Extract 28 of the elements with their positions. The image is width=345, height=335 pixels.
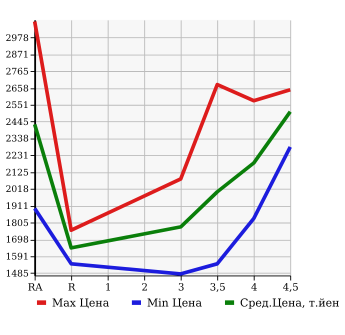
y-tick-label: 2871 [6, 50, 29, 61]
y-tick-label: 1698 [6, 236, 29, 246]
x-tick-label: R [68, 282, 76, 294]
y-tick-label: 2338 [6, 134, 29, 145]
y-tick-label: 2018 [6, 185, 29, 196]
y-tick-label: 1805 [6, 218, 29, 229]
x-tick-label: 2 [141, 282, 148, 294]
y-tick-label: 2551 [6, 101, 29, 112]
y-tick-label: 1591 [6, 252, 29, 263]
line-series [32, 110, 292, 250]
x-tick-label: 4,5 [282, 282, 299, 294]
x-tick-label: 3 [178, 282, 184, 294]
y-tick-label: 2445 [6, 118, 29, 128]
y-tick-label: 2125 [6, 168, 29, 178]
y-tick-label: 2765 [6, 67, 29, 78]
y-tick-label: 2978 [6, 34, 29, 44]
legend-label: Max Цена [52, 296, 110, 310]
y-tick-label: 2658 [6, 84, 29, 94]
legend-label: Сред.Цена, т.йен [240, 296, 340, 310]
y-tick-label: 1485 [6, 269, 29, 280]
x-tick-label: 3,5 [210, 282, 226, 294]
legend-label: Min Цена [146, 296, 202, 310]
line-series [32, 20, 292, 232]
y-tick-label: 1911 [6, 202, 29, 212]
x-tick-label: 1 [104, 282, 112, 294]
x-tick-label: 4 [251, 282, 258, 294]
y-tick-label: 2231 [6, 152, 29, 162]
x-tick-label: RA [28, 282, 44, 294]
